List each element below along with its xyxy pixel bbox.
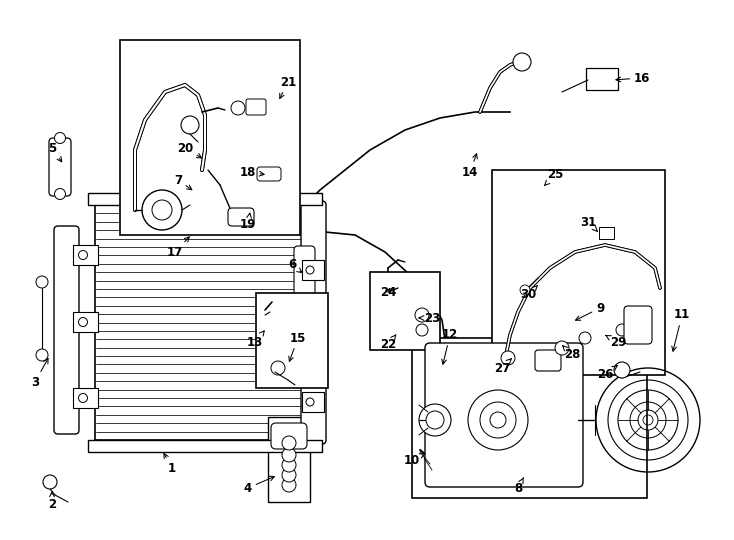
Text: 5: 5 — [48, 141, 62, 162]
Text: 24: 24 — [379, 286, 396, 299]
Bar — [88, 440, 322, 452]
FancyBboxPatch shape — [425, 343, 583, 487]
Text: 3: 3 — [31, 359, 48, 388]
Text: 16: 16 — [616, 71, 650, 84]
Circle shape — [501, 351, 515, 365]
FancyBboxPatch shape — [599, 227, 614, 239]
Text: 22: 22 — [380, 335, 396, 352]
Text: 8: 8 — [514, 477, 523, 495]
FancyBboxPatch shape — [586, 68, 618, 90]
Text: 6: 6 — [288, 259, 302, 273]
Bar — [370, 272, 440, 350]
FancyBboxPatch shape — [294, 246, 315, 302]
Text: 12: 12 — [442, 328, 458, 364]
Text: 17: 17 — [167, 237, 189, 259]
Circle shape — [520, 285, 530, 295]
FancyBboxPatch shape — [301, 201, 326, 444]
Circle shape — [555, 341, 569, 355]
Bar — [412, 338, 647, 498]
Circle shape — [614, 362, 630, 378]
Circle shape — [282, 448, 296, 462]
Text: 10: 10 — [404, 454, 424, 467]
Circle shape — [152, 200, 172, 220]
Circle shape — [43, 475, 57, 489]
Text: 14: 14 — [462, 154, 478, 179]
Text: 2: 2 — [48, 492, 56, 511]
Bar — [120, 40, 300, 235]
Bar — [73, 388, 98, 408]
Text: 18: 18 — [240, 165, 264, 179]
Bar — [268, 417, 310, 502]
Circle shape — [79, 251, 87, 260]
Text: 25: 25 — [545, 168, 563, 185]
Text: 19: 19 — [240, 213, 256, 232]
FancyBboxPatch shape — [257, 167, 281, 181]
Circle shape — [579, 332, 591, 344]
Circle shape — [306, 266, 314, 274]
Circle shape — [271, 361, 285, 375]
Text: 7: 7 — [174, 173, 192, 190]
Circle shape — [36, 349, 48, 361]
Text: 27: 27 — [494, 359, 512, 375]
Text: 21: 21 — [280, 76, 296, 98]
Circle shape — [513, 53, 531, 71]
Text: 11: 11 — [672, 308, 690, 351]
FancyBboxPatch shape — [54, 226, 79, 434]
Circle shape — [282, 458, 296, 472]
Circle shape — [181, 116, 199, 134]
Circle shape — [231, 101, 245, 115]
Bar — [73, 245, 98, 265]
FancyBboxPatch shape — [49, 138, 71, 196]
Bar — [95, 205, 305, 440]
Circle shape — [79, 394, 87, 402]
Circle shape — [142, 190, 182, 230]
Bar — [88, 193, 322, 205]
Circle shape — [416, 324, 428, 336]
Circle shape — [282, 468, 296, 482]
Circle shape — [415, 308, 429, 322]
Bar — [302, 392, 324, 412]
FancyBboxPatch shape — [624, 306, 652, 344]
Text: 1: 1 — [164, 454, 176, 475]
Text: 29: 29 — [606, 335, 626, 348]
Text: 20: 20 — [177, 141, 202, 158]
FancyBboxPatch shape — [246, 99, 266, 115]
Circle shape — [556, 342, 568, 354]
Bar — [492, 170, 665, 375]
Text: 13: 13 — [247, 331, 264, 348]
Bar — [302, 260, 324, 280]
Text: 28: 28 — [562, 346, 580, 361]
Text: 4: 4 — [244, 476, 275, 495]
Polygon shape — [430, 348, 578, 482]
FancyBboxPatch shape — [535, 350, 561, 371]
FancyBboxPatch shape — [271, 423, 307, 449]
Circle shape — [282, 436, 296, 450]
Circle shape — [419, 404, 451, 436]
Circle shape — [54, 132, 65, 144]
Circle shape — [36, 276, 48, 288]
Circle shape — [282, 478, 296, 492]
Circle shape — [616, 324, 628, 336]
Text: 23: 23 — [419, 312, 440, 325]
Text: 31: 31 — [580, 215, 597, 232]
Text: 30: 30 — [520, 286, 537, 301]
Circle shape — [54, 188, 65, 199]
Circle shape — [79, 318, 87, 327]
Circle shape — [306, 398, 314, 406]
FancyBboxPatch shape — [228, 208, 254, 226]
Bar — [256, 293, 328, 388]
Text: 26: 26 — [597, 366, 617, 381]
Text: 9: 9 — [575, 301, 604, 320]
Text: 15: 15 — [288, 332, 306, 361]
Bar — [73, 312, 98, 332]
Circle shape — [310, 321, 318, 329]
